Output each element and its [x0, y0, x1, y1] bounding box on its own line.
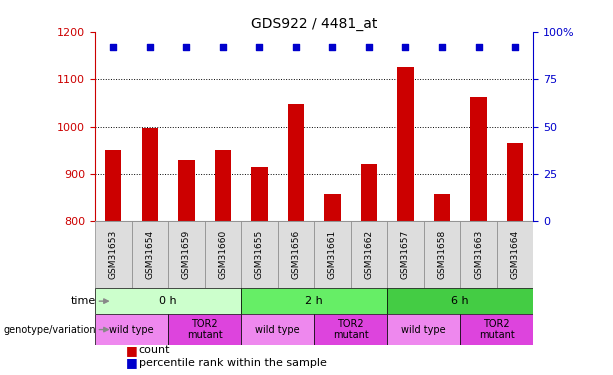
Point	[510, 44, 520, 50]
Point	[109, 44, 118, 50]
Text: GSM31662: GSM31662	[365, 230, 373, 279]
Text: GSM31655: GSM31655	[255, 230, 264, 279]
Text: wild type: wild type	[256, 325, 300, 334]
Text: GSM31663: GSM31663	[474, 230, 483, 279]
Point	[364, 44, 374, 50]
Text: TOR2
mutant: TOR2 mutant	[479, 319, 515, 340]
Bar	[507, 143, 524, 222]
Bar	[287, 104, 304, 222]
Bar	[314, 314, 387, 345]
Bar	[95, 288, 241, 314]
Text: TOR2
mutant: TOR2 mutant	[333, 319, 368, 340]
Bar	[241, 222, 278, 288]
Bar	[205, 222, 241, 288]
Bar	[460, 222, 497, 288]
Bar	[470, 97, 487, 222]
Bar	[397, 68, 414, 222]
Text: GSM31658: GSM31658	[438, 230, 446, 279]
Text: count: count	[139, 345, 170, 355]
Bar	[168, 222, 205, 288]
Bar	[95, 222, 132, 288]
Bar	[178, 160, 194, 222]
Text: 0 h: 0 h	[159, 296, 177, 306]
Bar	[387, 314, 460, 345]
Text: wild type: wild type	[402, 325, 446, 334]
Bar	[351, 222, 387, 288]
Text: ■: ■	[126, 344, 137, 357]
Bar	[142, 128, 158, 222]
Bar	[132, 222, 168, 288]
Point	[145, 44, 154, 50]
Bar	[241, 314, 314, 345]
Bar	[278, 222, 314, 288]
Bar	[360, 164, 377, 222]
Bar	[95, 314, 168, 345]
Bar	[215, 150, 231, 222]
Bar	[251, 167, 268, 222]
Bar	[241, 288, 387, 314]
Text: 6 h: 6 h	[451, 296, 469, 306]
Text: time: time	[70, 296, 96, 306]
Point	[437, 44, 447, 50]
Text: GSM31659: GSM31659	[182, 230, 191, 279]
Text: 2 h: 2 h	[305, 296, 323, 306]
Bar	[314, 222, 351, 288]
Bar	[434, 194, 450, 222]
Bar	[168, 314, 241, 345]
Text: wild type: wild type	[109, 325, 154, 334]
Title: GDS922 / 4481_at: GDS922 / 4481_at	[251, 17, 378, 31]
Text: percentile rank within the sample: percentile rank within the sample	[139, 358, 327, 368]
Text: genotype/variation: genotype/variation	[3, 325, 96, 334]
Text: TOR2
mutant: TOR2 mutant	[187, 319, 223, 340]
Point	[327, 44, 337, 50]
Point	[218, 44, 228, 50]
Point	[254, 44, 264, 50]
Text: GSM31654: GSM31654	[145, 230, 154, 279]
Text: GSM31661: GSM31661	[328, 230, 337, 279]
Point	[291, 44, 301, 50]
Text: ■: ■	[126, 357, 137, 369]
Bar	[105, 150, 121, 222]
Text: GSM31660: GSM31660	[218, 230, 227, 279]
Bar	[387, 222, 424, 288]
Bar	[324, 194, 341, 222]
Bar	[497, 222, 533, 288]
Point	[400, 44, 410, 50]
Point	[181, 44, 191, 50]
Bar	[424, 222, 460, 288]
Text: GSM31664: GSM31664	[511, 230, 520, 279]
Text: GSM31656: GSM31656	[291, 230, 300, 279]
Text: GSM31657: GSM31657	[401, 230, 410, 279]
Bar	[460, 314, 533, 345]
Text: GSM31653: GSM31653	[109, 230, 118, 279]
Point	[474, 44, 484, 50]
Bar	[387, 288, 533, 314]
